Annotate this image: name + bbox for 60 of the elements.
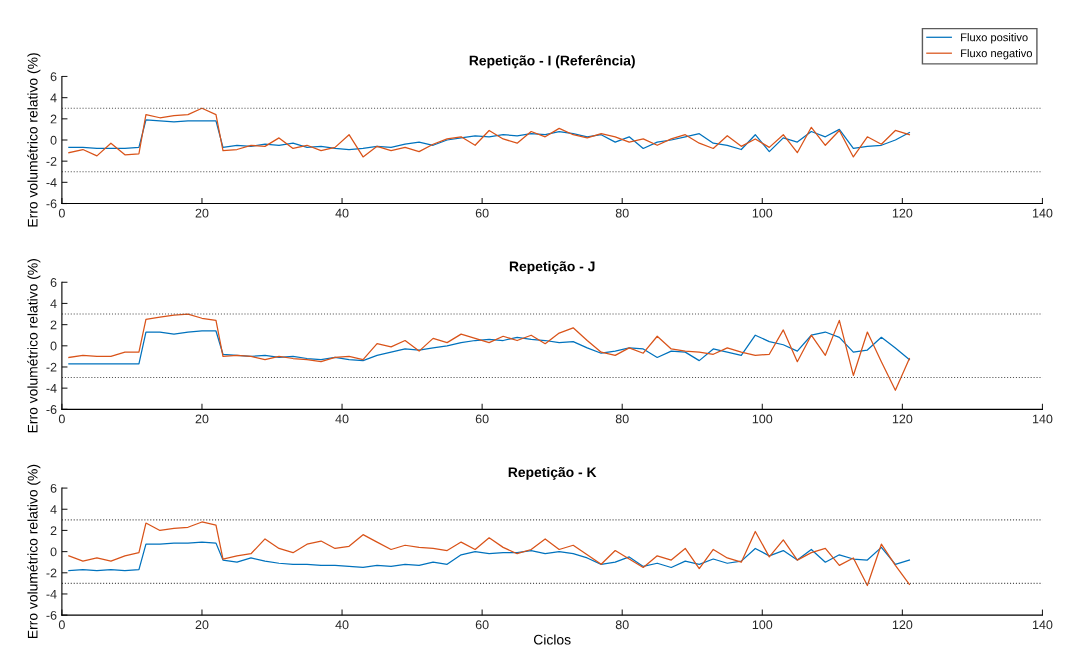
line-series [68, 107, 911, 158]
line-series [68, 541, 911, 572]
legend-label: Fluxo positivo [961, 33, 1028, 44]
chart-title: Repetição - K [508, 466, 597, 480]
x-tick-label: 0 [58, 620, 65, 630]
line-series [68, 330, 911, 365]
y-tick-label: -4 [46, 589, 57, 599]
x-tick-label: 40 [335, 414, 349, 424]
x-axis-title: Ciclos [533, 634, 571, 645]
line-series [68, 313, 911, 391]
x-tick-label: 60 [475, 620, 489, 630]
y-tick-label: -2 [46, 362, 57, 372]
y-axis-title: Erro volumétrico relativo (%) [27, 259, 41, 433]
x-tick-label: 100 [752, 208, 773, 218]
line-series [68, 119, 911, 153]
y-tick-label: 4 [50, 505, 57, 514]
y-tick-label: 2 [50, 320, 57, 330]
x-tick-label: 140 [1032, 620, 1053, 630]
y-axis-title: Erro volumétrico relativo (%) [27, 464, 41, 639]
x-tick-label: 80 [615, 620, 629, 630]
y-tick-label: -6 [46, 610, 57, 620]
y-tick-label: 4 [50, 93, 57, 103]
y-tick-label: 0 [50, 341, 57, 351]
y-tick-label: -2 [46, 156, 57, 166]
x-tick-label: 120 [892, 620, 913, 630]
x-tick-label: 140 [1032, 414, 1053, 424]
chart-title: Repetição - J [509, 261, 595, 275]
chart-title: Repetição - I (Referência) [469, 54, 635, 69]
x-tick-label: 0 [58, 208, 65, 218]
y-tick-label: -6 [46, 405, 57, 414]
line-series [68, 521, 911, 587]
y-tick-label: -6 [46, 199, 57, 209]
y-tick-label: -4 [46, 178, 57, 187]
x-tick-label: 40 [335, 620, 349, 630]
y-tick-label: 6 [50, 483, 57, 493]
x-tick-label: 40 [335, 208, 349, 218]
y-tick-label: 4 [50, 299, 57, 308]
y-tick-label: 0 [50, 135, 57, 145]
x-tick-label: 20 [195, 414, 209, 424]
y-tick-label: 6 [50, 72, 57, 82]
x-tick-label: 20 [195, 208, 209, 218]
y-tick-label: -4 [46, 384, 57, 393]
y-tick-label: 6 [50, 278, 57, 287]
y-tick-label: -2 [46, 568, 57, 578]
x-tick-label: 80 [615, 414, 629, 424]
x-tick-label: 60 [475, 414, 489, 424]
y-tick-label: 0 [50, 547, 57, 557]
x-tick-label: 100 [752, 414, 773, 424]
x-tick-label: 120 [892, 208, 913, 218]
x-tick-label: 0 [58, 414, 65, 424]
x-tick-label: 20 [195, 620, 209, 630]
legend-label: Fluxo negativo [961, 49, 1032, 60]
y-tick-label: 2 [50, 526, 57, 535]
x-tick-label: 120 [892, 414, 913, 424]
x-tick-label: 60 [475, 208, 489, 218]
x-tick-label: 80 [615, 208, 629, 218]
x-tick-label: 100 [752, 620, 773, 630]
y-axis-title: Erro volumétrico relativo (%) [27, 53, 41, 227]
x-tick-label: 140 [1032, 208, 1053, 218]
y-tick-label: 2 [50, 114, 57, 124]
